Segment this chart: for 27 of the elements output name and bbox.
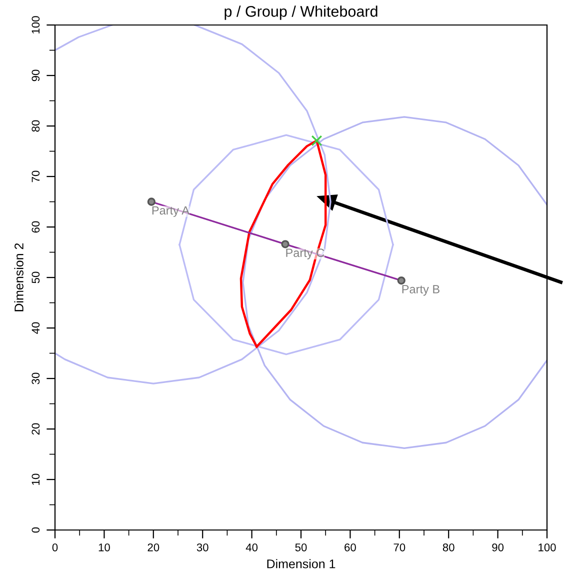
y-tick-label: 90 — [32, 70, 40, 82]
y-tick-label: 80 — [32, 120, 40, 132]
y-tick-label: 30 — [32, 372, 40, 384]
annotation: Party C — [286, 248, 324, 260]
y-tick-label: 50 — [32, 272, 40, 284]
y-axis-title: Dimension 2 — [14, 243, 24, 312]
y-tick-label: 100 — [32, 16, 40, 34]
x-tick-label: 30 — [196, 543, 208, 552]
x-tick-label: 90 — [492, 543, 504, 552]
y-tick-label: 0 — [32, 527, 40, 533]
x-tick-label: 40 — [246, 543, 258, 552]
x-tick-label: 20 — [148, 543, 160, 552]
x-tick-label: 50 — [295, 543, 307, 552]
y-tick-label: 70 — [32, 170, 40, 182]
y-tick-label: 60 — [32, 221, 40, 233]
x-tick-label: 10 — [98, 543, 110, 552]
x-axis-title: Dimension 1 — [267, 559, 336, 568]
y-tick-label: 20 — [32, 423, 40, 435]
x-tick-label: 100 — [538, 543, 556, 552]
y-tick-label: 40 — [32, 322, 40, 334]
x-tick-label: 80 — [442, 543, 454, 552]
x-tick-label: 0 — [52, 543, 58, 552]
y-tick-label: 10 — [32, 474, 40, 485]
annotation: Party B — [402, 285, 440, 296]
x-tick-label: 70 — [394, 543, 406, 552]
chart-title: p / Group / Whiteboard — [224, 6, 378, 20]
x-tick-label: 60 — [344, 543, 356, 552]
